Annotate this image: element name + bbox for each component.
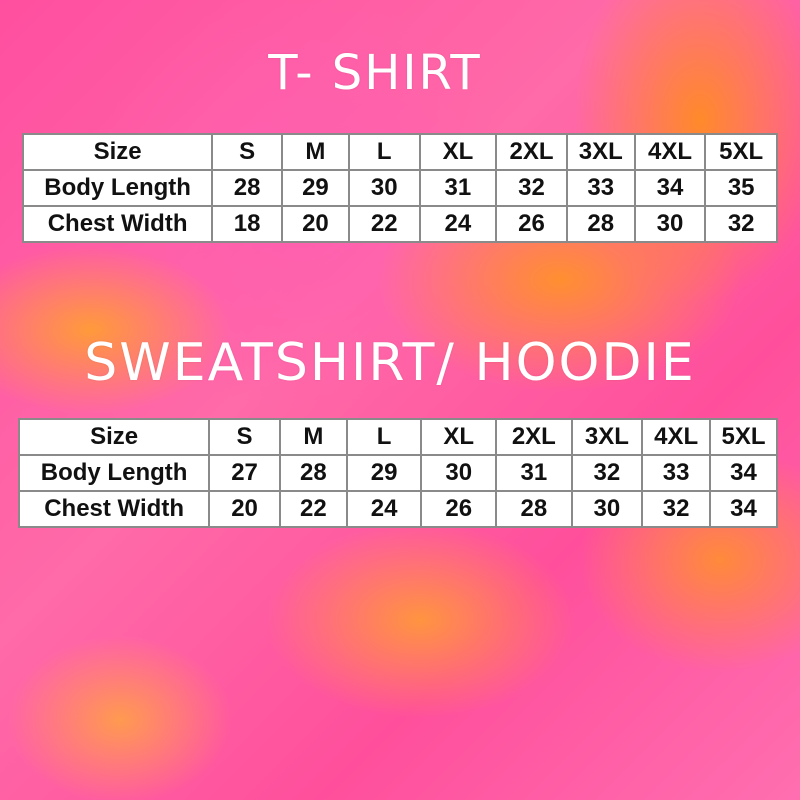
size-cell: 28: [565, 205, 636, 243]
size-cell: 20: [280, 205, 350, 243]
size-cell: 33: [565, 169, 636, 207]
size-cell: XL: [418, 133, 498, 171]
size-cell: L: [347, 133, 421, 171]
size-cell: M: [280, 133, 350, 171]
size-cell: 32: [704, 205, 778, 243]
size-cell: 32: [495, 169, 568, 207]
size-cell: 5XL: [709, 418, 778, 456]
size-cell: 34: [633, 169, 707, 207]
size-cell: 3XL: [570, 418, 644, 456]
size-cell: 28: [211, 169, 283, 207]
size-cell: 3XL: [565, 133, 636, 171]
size-cell: 32: [641, 490, 712, 528]
size-cell: 26: [420, 490, 498, 528]
size-cell: S: [211, 133, 283, 171]
size-cell: 24: [345, 490, 423, 528]
size-cell: 33: [641, 454, 712, 492]
row-label: Chest Width: [17, 490, 211, 528]
sweatshirt-size-table: Size S M L XL 2XL 3XL 4XL 5XL Body Length 27 28 29 30…: [17, 418, 778, 528]
size-cell: S: [208, 418, 281, 456]
size-cell: 22: [347, 205, 421, 243]
size-cell: XL: [420, 418, 498, 456]
size-cell: 18: [211, 205, 283, 243]
size-cell: 30: [633, 205, 707, 243]
size-cell: 28: [495, 490, 573, 528]
size-cell: 4XL: [641, 418, 712, 456]
row-label: Size: [21, 133, 214, 171]
size-cell: 26: [495, 205, 568, 243]
size-cell: 2XL: [495, 133, 568, 171]
measurement-row: Chest Width 18 20 22 24 26 28 30 32: [21, 205, 778, 243]
size-cell: M: [278, 418, 348, 456]
size-cell: 35: [704, 169, 778, 207]
size-cell: 24: [418, 205, 498, 243]
size-cell: 34: [709, 490, 778, 528]
size-cell: 34: [709, 454, 778, 492]
size-cell: 2XL: [495, 418, 573, 456]
tshirt-size-table: Size S M L XL 2XL 3XL 4XL 5XL Body Length 28 29 30 31…: [21, 133, 778, 243]
measurement-row: Body Length 28 29 30 31 32 33 34 35: [21, 169, 778, 207]
size-cell: 32: [570, 454, 644, 492]
row-label: Size: [17, 418, 211, 456]
measurement-row: Chest Width 20 22 24 26 28 30 32 34: [17, 490, 778, 528]
size-cell: 27: [208, 454, 281, 492]
sweatshirt-title: SWEATSHIRT/ HOODIE: [84, 333, 696, 393]
size-cell: 29: [280, 169, 350, 207]
size-cell: 28: [278, 454, 348, 492]
size-cell: 4XL: [633, 133, 707, 171]
size-cell: 31: [418, 169, 498, 207]
size-cell: 29: [345, 454, 423, 492]
size-cell: L: [345, 418, 423, 456]
row-label: Body Length: [17, 454, 211, 492]
size-cell: 20: [208, 490, 281, 528]
size-cell: 30: [347, 169, 421, 207]
size-header-row: Size S M L XL 2XL 3XL 4XL 5XL: [17, 418, 778, 456]
size-cell: 31: [495, 454, 573, 492]
size-cell: 30: [420, 454, 498, 492]
size-cell: 5XL: [704, 133, 778, 171]
row-label: Chest Width: [21, 205, 214, 243]
size-cell: 22: [278, 490, 348, 528]
row-label: Body Length: [21, 169, 214, 207]
size-cell: 30: [570, 490, 644, 528]
size-header-row: Size S M L XL 2XL 3XL 4XL 5XL: [21, 133, 778, 171]
tshirt-title: T- SHIRT: [268, 45, 482, 101]
measurement-row: Body Length 27 28 29 30 31 32 33 34: [17, 454, 778, 492]
